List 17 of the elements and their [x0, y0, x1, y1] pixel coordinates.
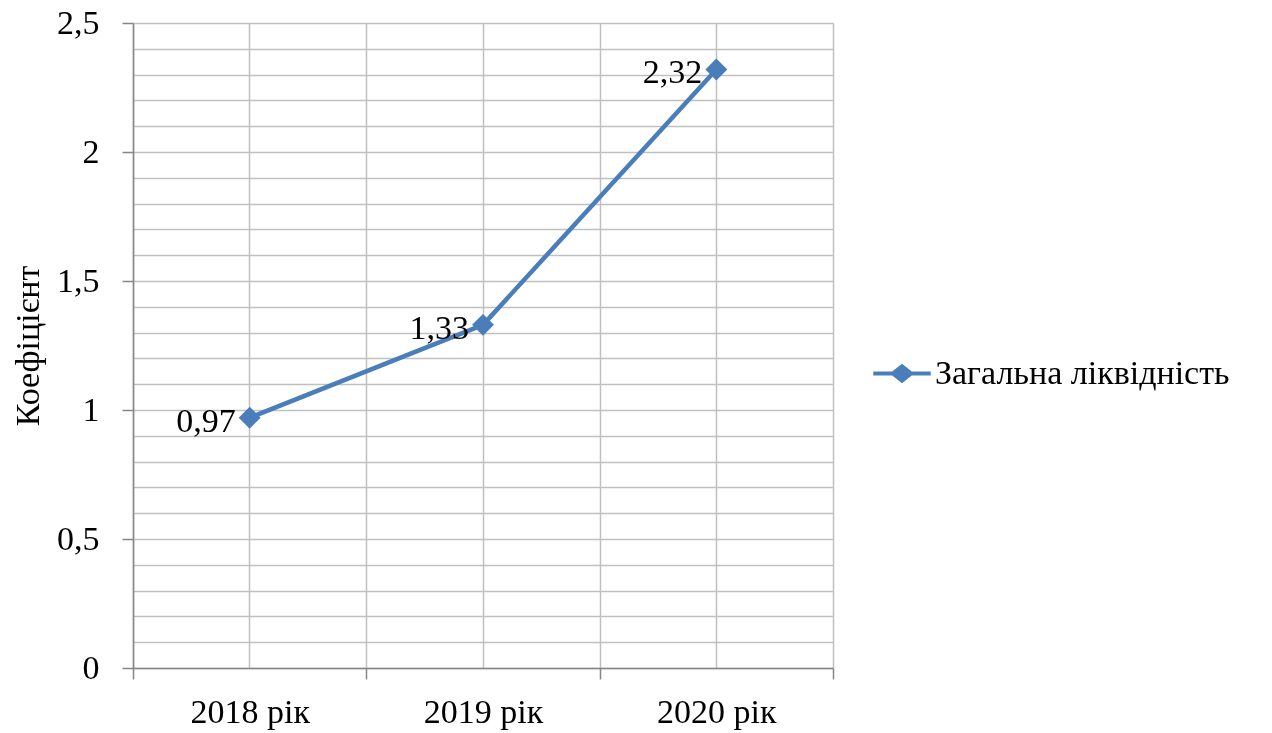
y-tick-label: 0 — [82, 648, 100, 686]
point — [472, 313, 494, 336]
legend-label: Загальна ліквідність — [935, 353, 1230, 391]
point — [705, 58, 728, 81]
y-tick-label: 0,5 — [57, 519, 100, 557]
y-tick-label: 2 — [82, 132, 100, 170]
data-label: 1,33 — [409, 308, 469, 346]
data-label: 2,32 — [642, 53, 703, 91]
x-tick-label: 2019 рік — [423, 692, 544, 730]
point — [238, 406, 261, 429]
y-tick-label: 2,5 — [57, 3, 100, 41]
y-tick-label: 1 — [82, 390, 100, 428]
y-tick-label: 1,5 — [57, 261, 100, 299]
data-label: 0,97 — [176, 401, 236, 439]
y-axis-title: Коефіцієнт — [8, 265, 46, 427]
x-tick-label: 2020 рік — [657, 692, 778, 730]
x-tick-label: 2018 рік — [190, 692, 311, 730]
